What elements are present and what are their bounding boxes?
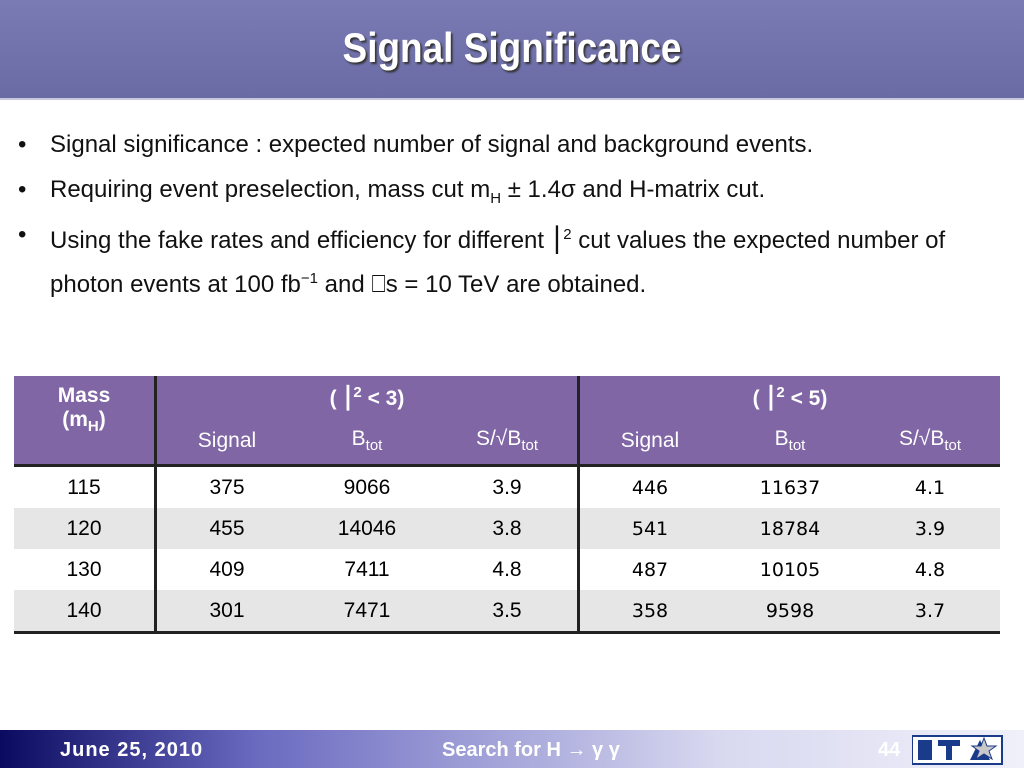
group-header: ( ⎮2 < 3) [297,376,437,418]
table-cell: 10105 [759,558,821,581]
table-row: 140 301 7471 3.5 358 9598 3.7 [14,590,1000,634]
footer: June 25, 2010 Search for H → γ γ 44 [0,730,1024,768]
table-cell: 4.1 [914,476,946,499]
superscript: 2 [563,226,572,243]
header-text: B [351,427,366,451]
table-cell: 140 [14,590,157,634]
table-cell: 301 [155,590,297,634]
text: 2 [776,383,785,401]
table-cell: 3.7 [860,590,1000,634]
table-cell: 409 [209,557,245,581]
header-text: B [774,427,789,451]
subscript: H [87,418,99,436]
header-text: Mass [57,384,111,407]
header-text: S/√B [475,427,522,451]
subscript: tot [788,437,806,455]
table-cell: 7471 [297,590,437,634]
bullet-text: ± 1.4σ and H-matrix cut. [501,176,766,203]
subscript: H [490,189,502,207]
page-number: 44 [878,739,901,761]
table-row: 120 455 14046 3.8 541 18784 3.9 [14,508,1000,549]
table-cell: 9598 [720,590,860,634]
bullet-text: Signal significance : expected number of… [50,131,814,158]
bullet-text: Using the fake rates and efficiency for … [50,227,551,254]
table-cell: 3.9 [860,508,1000,549]
logo [912,735,1003,765]
table-cell: 14046 [297,508,437,549]
text: < 5) [784,386,828,410]
table-cell: 3.5 [437,590,580,634]
column-header: Signal [578,418,720,467]
subscript: tot [365,437,383,455]
column-header: Btot [297,418,437,467]
header-text: Signal [620,429,680,452]
superscript: −1 [300,270,318,287]
table-cell: 541 [578,508,720,549]
header-text: S/√B [898,427,945,451]
table-cell: 487 [631,558,669,581]
title-bar: Signal Significance [0,0,1024,100]
table-cell: 446 [631,476,669,499]
table-row: 130 409 7411 4.8 487 10105 4.8 [14,549,1000,590]
table-cell: 455 [155,508,297,549]
column-header: S/√Btot [860,418,1000,467]
table-cell: 9066 [343,475,391,499]
table-cell: 358 [578,590,720,634]
subscript: tot [521,437,539,455]
table-cell: 115 [14,465,157,508]
table-cell: 11637 [759,476,821,499]
table-cell: 18784 [720,508,860,549]
table-cell: 4.8 [914,558,946,581]
header-text: ) [98,408,106,431]
bullet-text: and ⎕s = 10 TeV are obtained. [317,271,647,298]
table-cell: 120 [14,508,157,549]
header-text: (m [62,408,88,431]
table-cell: 3.8 [437,508,580,549]
table-cell: 7411 [344,557,390,581]
text: ( ⎮ [329,386,354,410]
column-header: Signal [155,418,297,467]
text: < 3) [361,386,405,410]
table-row: 115 375 9066 3.9 446 11637 4.1 [14,465,1000,508]
slide-title: Signal Significance [342,24,682,71]
table-cell: 130 [14,549,157,590]
column-header: S/√Btot [437,418,580,467]
column-header: Btot [720,418,860,467]
text: ( ⎮ [752,386,777,410]
bullet-text: cut values the expected number of photon… [50,227,946,298]
footer-title: Search for H → γ γ [442,739,620,761]
text: 2 [353,383,362,401]
header-text: Signal [197,429,257,452]
data-table: Mass (mH) ( ⎮2 < 3) ( ⎮2 < 5) Signal Btot S… [14,376,1000,634]
group-header: ( ⎮2 < 5) [720,376,860,418]
table-cell: 4.8 [437,549,580,590]
mass-header: Mass (mH) [14,376,157,467]
symbol: ⎮ [550,227,564,254]
footer-date: June 25, 2010 [60,739,204,761]
bullet-text: Requiring event preselection, mass cut m [50,176,491,203]
table-cell: 3.9 [437,465,580,508]
subscript: tot [944,437,962,455]
table-cell: 375 [209,475,245,499]
